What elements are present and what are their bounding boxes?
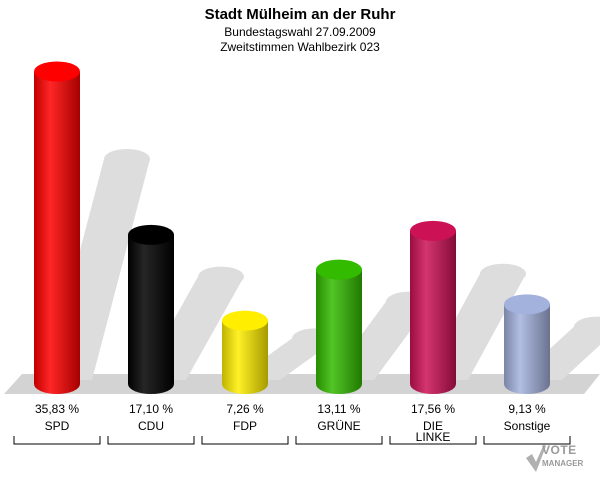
- logo-line2: MANAGER: [542, 459, 584, 468]
- category-label-die-linke-line1: DIE: [423, 419, 443, 433]
- chart-title: Stadt Mülheim an der Ruhr: [204, 6, 396, 23]
- category-label-sonstige: Sonstige: [504, 419, 551, 433]
- bar-fdp: [222, 320, 268, 394]
- category-bracket-gr-ne: [295, 436, 383, 445]
- bar-top-sonstige: [504, 294, 550, 315]
- bar-shadow-cap-die-linke: [480, 263, 526, 284]
- bar-shadow-cap-sonstige: [574, 316, 600, 337]
- chart-subtitle-district: Zweitstimmen Wahlbezirk 023: [220, 40, 380, 54]
- vote-manager-logo: VOTE MANAGER: [524, 440, 600, 476]
- bar-top-gr-ne: [316, 259, 362, 280]
- category-bracket-sonstige: [483, 436, 571, 445]
- bar-cdu: [128, 234, 174, 394]
- bar-sonstige: [504, 304, 550, 394]
- bar-shadow-cap-spd: [104, 148, 150, 169]
- value-label-die-linke: 17,56 %: [411, 402, 455, 416]
- bar-spd: [34, 71, 80, 394]
- check-mark-icon: [526, 444, 546, 472]
- category-bracket-spd: [13, 436, 101, 445]
- bar-gr-ne: [316, 269, 362, 394]
- value-label-gr-ne: 13,11 %: [317, 402, 360, 416]
- bar-top-fdp: [222, 310, 268, 331]
- bar-top-die-linke: [410, 220, 456, 241]
- bar-top-spd: [34, 61, 80, 82]
- category-label-gr-ne: GRÜNE: [317, 419, 360, 433]
- bar-die-linke: [410, 230, 456, 394]
- bar-shadow-cap-cdu: [198, 266, 244, 287]
- category-label-die-linke-line2: LINKE: [416, 430, 451, 444]
- bar-top-cdu: [128, 224, 174, 245]
- value-label-spd: 35,83 %: [35, 402, 79, 416]
- value-label-sonstige: 9,13 %: [508, 402, 546, 416]
- category-label-fdp: FDP: [233, 419, 257, 433]
- chart-subtitle-election: Bundestagswahl 27.09.2009: [224, 25, 376, 39]
- logo-line1: VOTE: [542, 443, 577, 457]
- category-bracket-die-linke: [389, 436, 477, 445]
- category-label-cdu: CDU: [138, 419, 164, 433]
- category-bracket-fdp: [201, 436, 289, 445]
- value-label-cdu: 17,10 %: [129, 402, 173, 416]
- value-label-fdp: 7,26 %: [226, 402, 264, 416]
- category-bracket-cdu: [107, 436, 195, 445]
- category-label-spd: SPD: [45, 419, 70, 433]
